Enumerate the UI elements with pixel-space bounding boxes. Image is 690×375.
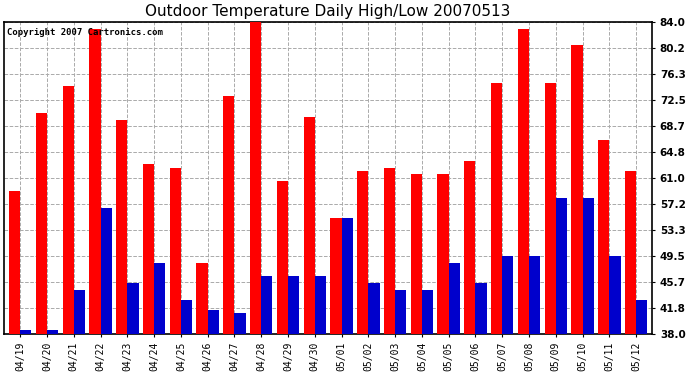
- Bar: [74, 290, 85, 334]
- Bar: [250, 18, 262, 334]
- Bar: [464, 161, 475, 334]
- Bar: [491, 83, 502, 334]
- Bar: [315, 276, 326, 334]
- Text: Copyright 2007 Cartronics.com: Copyright 2007 Cartronics.com: [8, 28, 164, 37]
- Bar: [422, 290, 433, 334]
- Bar: [89, 28, 101, 334]
- Bar: [197, 262, 208, 334]
- Bar: [636, 300, 647, 334]
- Bar: [208, 310, 219, 334]
- Bar: [9, 191, 20, 334]
- Bar: [47, 330, 58, 334]
- Bar: [36, 113, 47, 334]
- Bar: [20, 330, 32, 334]
- Bar: [116, 120, 128, 334]
- Bar: [448, 262, 460, 334]
- Bar: [529, 256, 540, 334]
- Bar: [288, 276, 299, 334]
- Title: Outdoor Temperature Daily High/Low 20070513: Outdoor Temperature Daily High/Low 20070…: [146, 4, 511, 19]
- Bar: [331, 219, 342, 334]
- Bar: [181, 300, 192, 334]
- Bar: [170, 168, 181, 334]
- Bar: [262, 276, 273, 334]
- Bar: [384, 168, 395, 334]
- Bar: [368, 283, 380, 334]
- Bar: [625, 171, 636, 334]
- Bar: [128, 283, 139, 334]
- Bar: [357, 171, 368, 334]
- Bar: [395, 290, 406, 334]
- Bar: [223, 96, 235, 334]
- Bar: [411, 174, 422, 334]
- Bar: [544, 83, 555, 334]
- Bar: [342, 219, 353, 334]
- Bar: [154, 262, 166, 334]
- Bar: [502, 256, 513, 334]
- Bar: [143, 164, 154, 334]
- Bar: [277, 181, 288, 334]
- Bar: [571, 45, 582, 334]
- Bar: [555, 198, 567, 334]
- Bar: [63, 86, 74, 334]
- Bar: [598, 141, 609, 334]
- Bar: [101, 208, 112, 334]
- Bar: [609, 256, 620, 334]
- Bar: [475, 283, 486, 334]
- Bar: [518, 28, 529, 334]
- Bar: [235, 314, 246, 334]
- Bar: [304, 117, 315, 334]
- Bar: [582, 198, 594, 334]
- Bar: [437, 174, 448, 334]
